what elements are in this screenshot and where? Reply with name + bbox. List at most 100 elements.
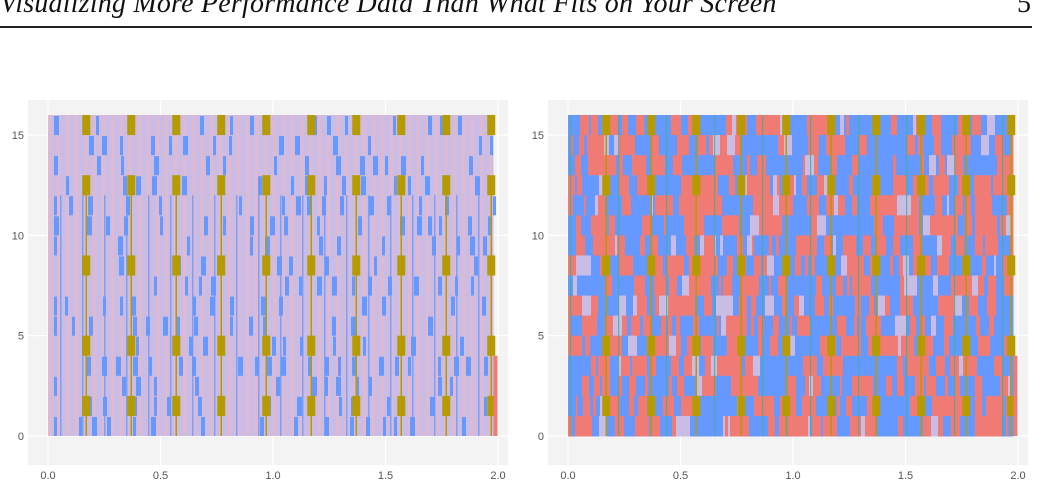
heatmap-cell bbox=[302, 195, 304, 436]
heatmap-cell bbox=[794, 215, 799, 236]
heatmap-cell bbox=[994, 315, 1001, 337]
heatmap-cell bbox=[615, 235, 617, 256]
heatmap-cell bbox=[824, 295, 829, 317]
heatmap-cell bbox=[773, 175, 777, 196]
heatmap-cell bbox=[737, 235, 743, 256]
heatmap-cell bbox=[635, 235, 640, 256]
heatmap-cell bbox=[636, 155, 641, 176]
heatmap-cell bbox=[754, 175, 760, 196]
heatmap-cell bbox=[573, 315, 582, 337]
heatmap-cell bbox=[671, 115, 674, 136]
heatmap-cell bbox=[575, 155, 581, 176]
heatmap-cell bbox=[629, 375, 636, 397]
heatmap-cell bbox=[816, 195, 819, 216]
heatmap-cell bbox=[586, 195, 589, 216]
heatmap-cell bbox=[237, 115, 240, 436]
heatmap-cell bbox=[984, 115, 987, 136]
heatmap-cell bbox=[995, 335, 1004, 357]
heatmap-cell bbox=[709, 235, 714, 256]
heatmap-cell bbox=[840, 115, 844, 136]
heatmap-cell bbox=[885, 195, 892, 216]
heatmap-cell bbox=[869, 415, 877, 437]
heatmap-cell bbox=[847, 275, 850, 297]
heatmap-cell bbox=[769, 235, 772, 256]
heatmap-cell bbox=[1013, 355, 1018, 436]
heatmap-cell bbox=[408, 115, 411, 436]
heatmap-cell bbox=[958, 175, 964, 196]
heatmap-cell bbox=[295, 136, 300, 156]
heatmap-cell bbox=[617, 235, 625, 256]
heatmap-cell bbox=[82, 175, 91, 196]
heatmap-cell bbox=[630, 135, 633, 156]
heatmap-cell bbox=[794, 155, 803, 176]
heatmap-cell bbox=[648, 375, 650, 397]
heatmap-cell bbox=[312, 376, 317, 396]
heatmap-cell bbox=[890, 395, 899, 417]
heatmap-cell bbox=[576, 215, 581, 236]
heatmap-cell bbox=[214, 195, 216, 436]
heatmap-cell bbox=[828, 415, 837, 437]
heatmap-cell bbox=[821, 415, 823, 437]
heatmap-cell bbox=[659, 155, 665, 176]
heatmap-cell bbox=[967, 315, 976, 337]
heatmap-cell bbox=[935, 195, 942, 216]
heatmap-cell bbox=[641, 255, 648, 276]
heatmap-cell bbox=[977, 415, 983, 437]
heatmap-cell bbox=[926, 195, 935, 216]
heatmap-cell bbox=[925, 115, 932, 136]
heatmap-cell bbox=[151, 136, 155, 156]
heatmap-cell bbox=[568, 355, 576, 377]
heatmap-cell bbox=[889, 135, 895, 156]
heatmap-cell bbox=[951, 235, 956, 256]
heatmap-cell bbox=[789, 215, 794, 236]
heatmap-cell bbox=[791, 275, 795, 297]
heatmap-cell bbox=[79, 416, 82, 436]
heatmap-cell bbox=[956, 235, 964, 256]
heatmap-cell bbox=[170, 195, 172, 436]
heatmap-cell bbox=[121, 156, 124, 176]
heatmap-cell bbox=[96, 116, 99, 136]
heatmap-cell bbox=[772, 235, 776, 256]
heatmap-cell bbox=[875, 115, 877, 436]
heatmap-cell bbox=[1007, 195, 1011, 216]
heatmap-cell bbox=[925, 315, 931, 337]
heatmap-cell bbox=[811, 395, 814, 417]
heatmap-cell bbox=[898, 335, 901, 357]
y-tick-label: 5 bbox=[18, 331, 24, 343]
heatmap-cell bbox=[262, 175, 271, 196]
heatmap-cell bbox=[867, 395, 875, 417]
heatmap-cell bbox=[750, 335, 758, 357]
heatmap-cell bbox=[478, 195, 480, 436]
heatmap-cell bbox=[657, 375, 660, 397]
heatmap-cell bbox=[947, 315, 953, 337]
heatmap-cell bbox=[1004, 395, 1006, 417]
heatmap-cell bbox=[975, 215, 981, 236]
heatmap-cell bbox=[975, 375, 982, 397]
heatmap-cell bbox=[928, 395, 932, 417]
heatmap-cell bbox=[948, 375, 955, 397]
heatmap-cell bbox=[892, 275, 900, 297]
heatmap-cell bbox=[659, 135, 667, 156]
heatmap-cell bbox=[852, 275, 854, 297]
heatmap-cell bbox=[568, 255, 576, 276]
heatmap-cell bbox=[460, 336, 464, 356]
heatmap-cell bbox=[702, 175, 711, 196]
heatmap-cell bbox=[487, 115, 496, 136]
heatmap-cell bbox=[889, 335, 898, 357]
heatmap-cell bbox=[884, 395, 890, 417]
heatmap-cell bbox=[647, 355, 650, 377]
heatmap-cell bbox=[925, 275, 933, 297]
heatmap-cell bbox=[929, 155, 936, 176]
heatmap-cell bbox=[621, 215, 629, 236]
heatmap-cell bbox=[826, 115, 828, 136]
heatmap-cell bbox=[85, 195, 87, 436]
heatmap-cell bbox=[943, 415, 951, 437]
heatmap-cell bbox=[699, 195, 708, 216]
heatmap-cell bbox=[803, 255, 805, 276]
heatmap-cell bbox=[672, 135, 677, 156]
heatmap-cell bbox=[949, 255, 954, 276]
heatmap-cell bbox=[179, 356, 183, 376]
heatmap-cell bbox=[850, 335, 859, 357]
heatmap-cell bbox=[869, 295, 874, 317]
heatmap-cell bbox=[258, 195, 260, 436]
